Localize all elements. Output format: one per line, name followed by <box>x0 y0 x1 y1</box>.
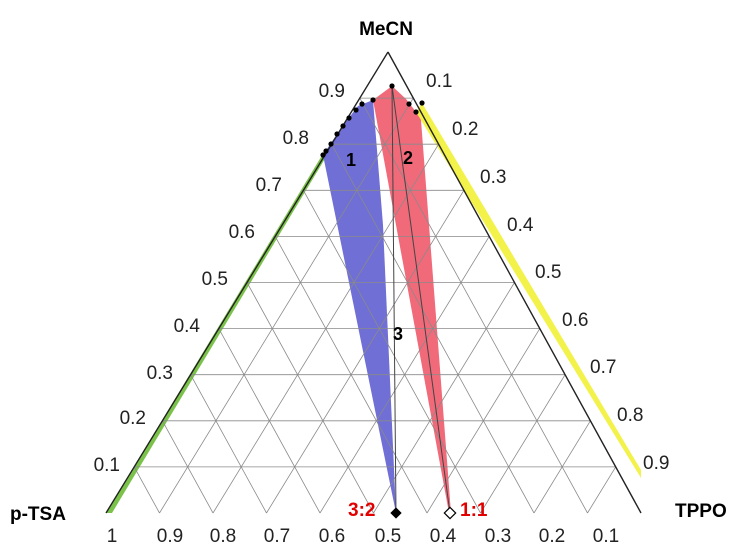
grid-line <box>303 190 481 514</box>
solubility-point <box>419 100 425 106</box>
left-axis-ticks: 0.1 0.2 0.3 0.4 0.5 0.6 0.7 0.8 0.9 <box>94 81 345 476</box>
bottom-tick: 0.7 <box>264 526 290 547</box>
grid-line <box>373 282 515 514</box>
right-tick: 0.3 <box>480 167 506 188</box>
bottom-tick: 0.4 <box>430 526 457 547</box>
right-tick: 0.6 <box>562 310 588 331</box>
right-tick: 0.2 <box>452 119 478 140</box>
bottom-tick: 0.9 <box>157 526 183 547</box>
grid-line <box>162 420 214 514</box>
bottom-tick: 1 <box>107 526 118 547</box>
right-tick: 0.4 <box>507 215 534 236</box>
solubility-point <box>413 109 419 115</box>
vertex-label-left: p-TSA <box>10 504 66 525</box>
grid-line <box>266 190 465 514</box>
triangle-edges <box>105 51 642 514</box>
right-axis-ticks: 0.1 0.2 0.3 0.4 0.5 0.6 0.7 0.8 0.9 <box>426 71 669 474</box>
triangle-edge <box>105 51 389 514</box>
grid-line <box>133 466 160 514</box>
vertex-label-top: MeCN <box>359 19 413 40</box>
tie-line <box>391 85 451 514</box>
left-tick: 0.6 <box>229 222 255 243</box>
left-tick: 0.3 <box>147 363 173 384</box>
solubility-point <box>370 97 376 103</box>
left-tick: 0.5 <box>202 269 228 290</box>
left-tick: 0.7 <box>256 175 282 196</box>
left-tick: 0.4 <box>174 316 201 337</box>
solubility-point <box>359 101 365 107</box>
grid-line <box>587 466 617 514</box>
bottom-tick: 0.8 <box>210 526 236 547</box>
grid-lines <box>133 97 617 514</box>
region-1 <box>323 100 396 513</box>
left-tick: 0.1 <box>94 455 120 476</box>
solubility-point <box>389 83 395 89</box>
solubility-point <box>353 107 359 113</box>
grid-line <box>274 236 428 514</box>
solubility-point <box>406 101 412 107</box>
left-tick: 0.8 <box>283 128 309 149</box>
right-tick: 0.7 <box>590 357 616 378</box>
solubility-point <box>328 141 334 147</box>
solubility-points <box>320 83 425 158</box>
vertex-label-right: TPPO <box>675 501 727 522</box>
ratio-label-1-1: 1:1 <box>460 500 488 521</box>
grid-line <box>331 144 535 514</box>
solubility-point <box>346 115 352 121</box>
right-tick: 0.1 <box>426 71 452 92</box>
region-label-2: 2 <box>403 148 413 168</box>
bottom-tick: 0.5 <box>375 526 401 547</box>
region-label-1: 1 <box>346 150 356 170</box>
grid-line <box>246 282 374 514</box>
left-tick: 0.2 <box>120 408 146 429</box>
bottom-tick: 0.3 <box>485 526 511 547</box>
phase-regions <box>106 86 641 513</box>
grid-line <box>159 97 414 514</box>
solubility-point <box>340 123 346 129</box>
left-tick: 0.9 <box>319 81 345 102</box>
ratio-label-3-2: 3:2 <box>348 500 375 521</box>
solubility-point <box>323 148 329 154</box>
solubility-point <box>334 131 340 137</box>
bottom-axis-ticks: 1 0.9 0.8 0.7 0.6 0.5 0.4 0.3 0.2 0.1 <box>107 526 620 547</box>
grid-line <box>190 374 267 514</box>
right-tick: 0.5 <box>535 262 561 283</box>
grid-line <box>359 97 588 514</box>
right-tick: 0.9 <box>643 453 669 474</box>
triangle-edge <box>387 51 642 514</box>
grid-line <box>480 374 566 514</box>
right-tick: 0.8 <box>617 405 643 426</box>
filled-diamond-marker <box>390 507 402 519</box>
tie-line <box>391 85 397 514</box>
bottom-tick: 0.1 <box>593 526 619 547</box>
right-sliver-region <box>416 103 641 478</box>
solubility-point <box>320 152 326 158</box>
bottom-tick: 0.2 <box>539 526 565 547</box>
bottom-tick: 0.6 <box>319 526 345 547</box>
grid-line <box>218 328 321 514</box>
region-label-3: 3 <box>393 324 403 344</box>
open-diamond-marker <box>443 506 457 520</box>
